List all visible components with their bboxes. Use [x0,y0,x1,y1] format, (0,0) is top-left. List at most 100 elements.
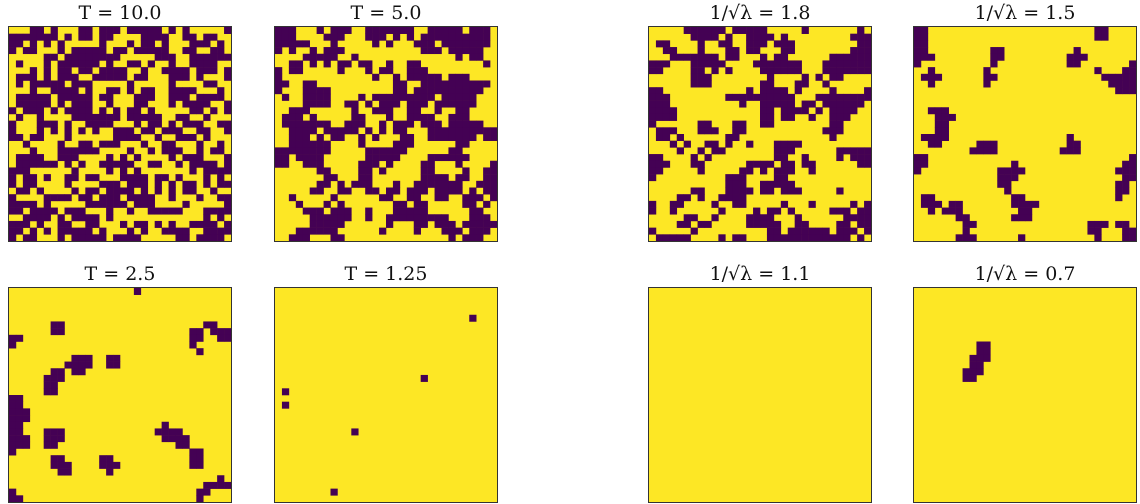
spin-down-cell [662,93,671,101]
spin-down-cell [976,341,984,349]
spin-down-cell [316,147,324,155]
spin-down-cell [203,220,211,228]
spin-down-cell [1115,180,1123,188]
spin-down-cell [15,395,24,402]
spin-down-cell [210,220,218,228]
spin-down-cell [1004,167,1012,175]
spin-down-cell [64,60,72,68]
spin-down-cell [71,227,79,235]
spin-down-cell [649,227,657,235]
spin-down-cell [154,160,162,168]
spin-down-cell [1087,227,1095,235]
spin-down-cell [22,435,31,443]
spin-down-cell [154,47,162,55]
spin-down-cell [85,33,93,41]
spin-down-cell [189,134,197,141]
spin-down-cell [780,160,789,168]
spin-down-cell [483,220,491,228]
spin-down-cell [441,154,449,162]
panel-lambda-0-7: 1/√λ = 0.7 [913,263,1137,504]
spin-down-cell [281,113,290,121]
spin-down-cell [1115,87,1123,95]
spin-down-cell [365,160,373,168]
spin-down-cell [217,120,225,128]
spin-down-cell [175,234,183,241]
spin-down-cell [147,27,155,34]
spin-down-cell [64,461,72,469]
spin-down-cell [794,140,802,148]
spin-down-cell [22,180,31,188]
spin-down-cell [224,334,231,342]
spin-down-cell [434,134,442,141]
spin-down-cell [344,60,352,68]
spin-down-cell [718,207,726,215]
spin-down-cell [78,354,86,362]
spin-down-cell [161,207,169,215]
spin-down-cell [829,93,837,101]
spin-down-cell [217,194,225,202]
spin-down-cell [448,40,456,48]
spin-down-cell [434,33,442,41]
spin-down-cell [85,47,93,55]
spin-down-cell [662,47,671,55]
spin-down-cell [365,154,373,162]
spin-down-cell [441,220,449,228]
spin-down-cell [182,441,190,449]
spin-down-cell [316,27,324,34]
spin-down-cell [133,154,142,162]
spin-down-cell [1066,140,1074,148]
spin-down-cell [704,120,712,128]
spin-down-cell [399,140,408,148]
spin-down-cell [78,47,86,55]
spin-down-cell [78,234,86,241]
spin-down-cell [168,93,176,101]
spin-down-cell [140,180,149,188]
spin-down-cell [182,180,190,188]
spin-down-cell [281,80,290,88]
spin-down-cell [78,67,86,75]
spin-down-cell [746,140,754,148]
spin-down-cell [161,227,169,235]
spin-down-cell [43,214,51,222]
spin-down-cell [462,167,470,175]
spin-down-cell [43,67,51,75]
spin-down-cell [140,127,149,135]
spin-down-cell [71,147,79,155]
spin-down-cell [732,47,740,55]
spin-down-cell [850,60,858,68]
spin-down-cell [168,428,176,436]
spin-down-cell [941,120,949,128]
spin-down-cell [182,67,190,75]
spin-down-cell [99,180,107,188]
spin-lattice-heatmap [8,26,232,242]
spin-down-cell [203,174,211,182]
spin-down-cell [1129,87,1136,95]
spin-down-cell [864,93,871,101]
spin-down-cell [955,200,963,208]
spin-down-cell [655,67,664,75]
spin-down-cell [704,33,712,41]
spin-down-cell [420,214,428,222]
spin-down-cell [302,100,310,108]
spin-down-cell [196,140,204,148]
spin-down-cell [50,441,58,449]
spin-down-cell [120,73,128,81]
spin-down-cell [801,73,809,81]
spin-down-cell [50,381,58,389]
spin-down-cell [725,180,733,188]
spin-down-cell [1094,67,1102,75]
spin-down-cell [106,27,114,34]
spin-down-cell [29,80,38,88]
spin-down-cell [1122,80,1130,88]
spin-down-cell [962,368,970,376]
spin-down-cell [168,207,176,215]
spin-down-cell [22,200,31,208]
spin-down-cell [462,113,470,121]
spin-down-cell [92,53,100,61]
spin-down-cell [1031,200,1040,208]
spin-down-cell [490,194,497,202]
spin-down-cell [864,207,871,215]
spin-down-cell [697,40,705,48]
spin-down-cell [413,100,421,108]
spin-down-cell [224,200,231,208]
